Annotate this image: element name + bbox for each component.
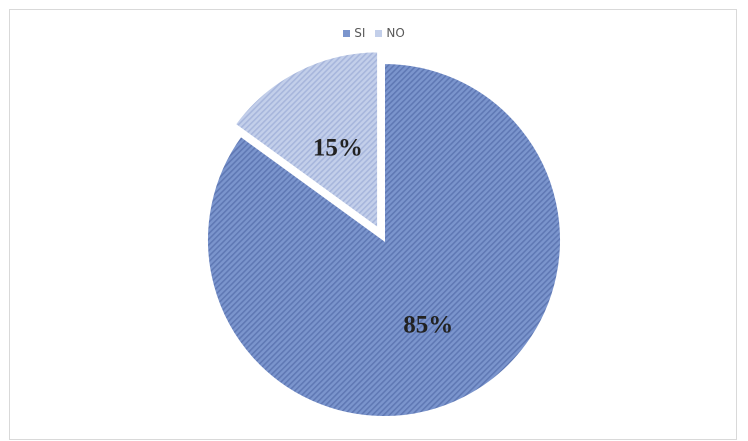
data-label-si: 85% <box>403 311 453 338</box>
legend-item-no: NO <box>375 26 405 40</box>
legend-swatch-no <box>375 29 383 37</box>
data-label-no: 15% <box>313 134 363 161</box>
legend-item-si: SI <box>343 26 365 40</box>
pie-slice-no <box>233 50 380 231</box>
legend-label-no: NO <box>386 26 405 40</box>
legend: SI NO <box>0 26 748 40</box>
legend-label-si: SI <box>354 26 366 40</box>
pie-slice-si <box>206 61 562 418</box>
legend-swatch-si <box>343 29 351 37</box>
